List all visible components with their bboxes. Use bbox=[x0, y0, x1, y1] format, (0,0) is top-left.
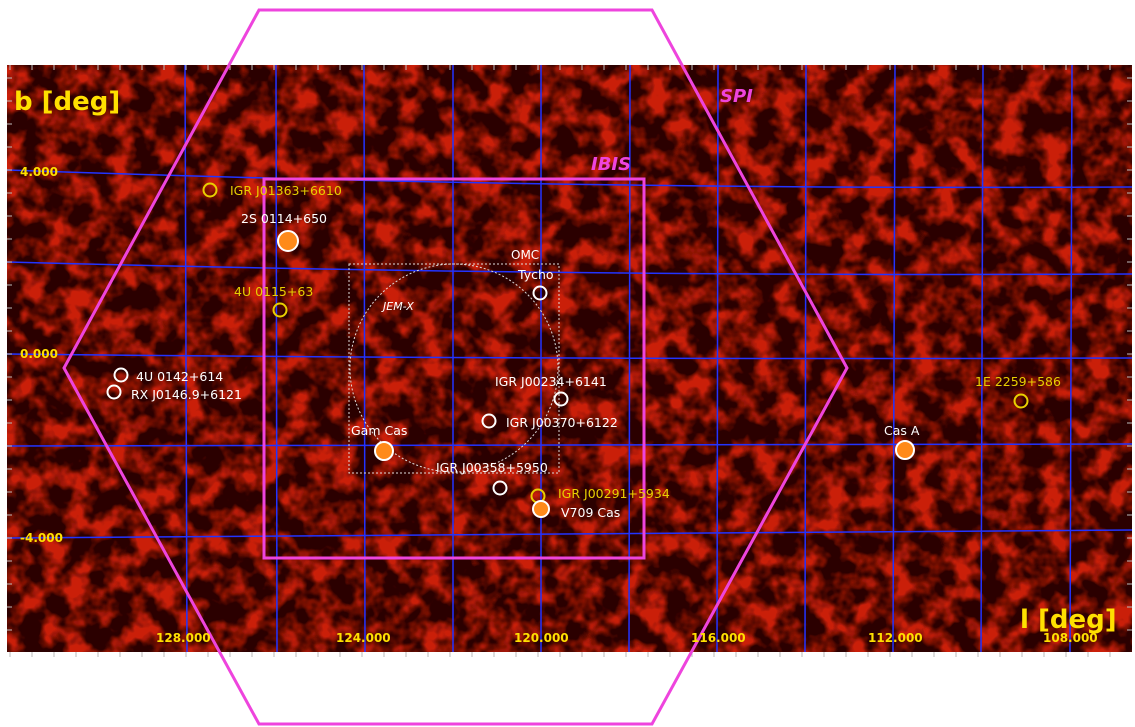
source-label: 4U 0142+614 bbox=[136, 369, 223, 384]
source-layer: IGR J01363+6610 2S 0114+650 4U 0115+63 T… bbox=[106, 182, 1061, 520]
y-tick-label: -4.000 bbox=[20, 531, 63, 545]
x-tick-label: 124.000 bbox=[336, 631, 391, 645]
source-marker-v709-cas bbox=[532, 500, 550, 518]
x-axis-title: l [deg] bbox=[1020, 605, 1117, 635]
omc-label: OMC bbox=[511, 248, 539, 262]
source-label: IGR J00358+5950 bbox=[436, 460, 548, 475]
x-tick-label: 112.000 bbox=[868, 631, 923, 645]
grid-b-2 bbox=[6, 261, 1133, 276]
source-label: IGR J00291+5934 bbox=[558, 486, 670, 501]
source-label: IGR J00370+6122 bbox=[506, 415, 618, 430]
x-tick-label: 108.000 bbox=[1043, 631, 1098, 645]
y-tick-label: 0.000 bbox=[20, 347, 58, 361]
source-marker-tycho bbox=[532, 285, 548, 301]
source-label: Gam Cas bbox=[351, 423, 407, 438]
source-label: RX J0146.9+6121 bbox=[131, 387, 242, 402]
source-label: 2S 0114+650 bbox=[241, 211, 327, 226]
source-marker-igr-j01363 bbox=[202, 182, 218, 198]
frame-ticks bbox=[7, 65, 1132, 657]
grid-l-126 bbox=[275, 64, 278, 653]
source-marker-4u-0115 bbox=[272, 302, 288, 318]
x-tick-label: 116.000 bbox=[691, 631, 746, 645]
x-tick-label: 128.000 bbox=[156, 631, 211, 645]
y-tick-label: 4.000 bbox=[20, 165, 58, 179]
source-label: V709 Cas bbox=[561, 505, 620, 520]
ibis-label: IBIS bbox=[591, 154, 631, 175]
source-marker-1e-2259 bbox=[1013, 393, 1029, 409]
jemx-label: JEM-X bbox=[381, 300, 414, 313]
x-tick-label: 120.000 bbox=[514, 631, 569, 645]
source-marker-igr-j00358 bbox=[492, 480, 508, 496]
source-label: Cas A bbox=[884, 423, 920, 438]
source-marker-cas-a bbox=[895, 440, 915, 460]
grid-l-128 bbox=[184, 64, 188, 653]
source-marker-rx-j0146 bbox=[106, 384, 122, 400]
y-axis-title: b [deg] bbox=[14, 87, 120, 117]
source-marker-igr-j00370 bbox=[481, 413, 497, 429]
spi-fov-hexagon bbox=[62, 8, 849, 726]
source-label: Tycho bbox=[517, 267, 554, 282]
grid-b-0 bbox=[6, 353, 1133, 360]
jemx-fov-circle bbox=[349, 263, 559, 473]
source-marker-igr-j00234 bbox=[553, 391, 569, 407]
coordinate-grid bbox=[6, 64, 1133, 653]
source-label: IGR J01363+6610 bbox=[230, 183, 342, 198]
source-label: 1E 2259+586 bbox=[975, 374, 1061, 389]
source-marker-4u-0142 bbox=[113, 367, 129, 383]
grid-l-124 bbox=[363, 64, 366, 653]
grid-b-minus4 bbox=[6, 529, 1133, 539]
source-marker-2s-0114 bbox=[277, 230, 299, 252]
ibis-fov-square bbox=[262, 177, 646, 560]
source-label: IGR J00234+6141 bbox=[495, 374, 607, 389]
source-label: 4U 0115+63 bbox=[234, 284, 313, 299]
grid-b-4 bbox=[6, 169, 1133, 189]
source-marker-gam-cas bbox=[374, 441, 394, 461]
spi-label: SPI bbox=[720, 86, 753, 107]
